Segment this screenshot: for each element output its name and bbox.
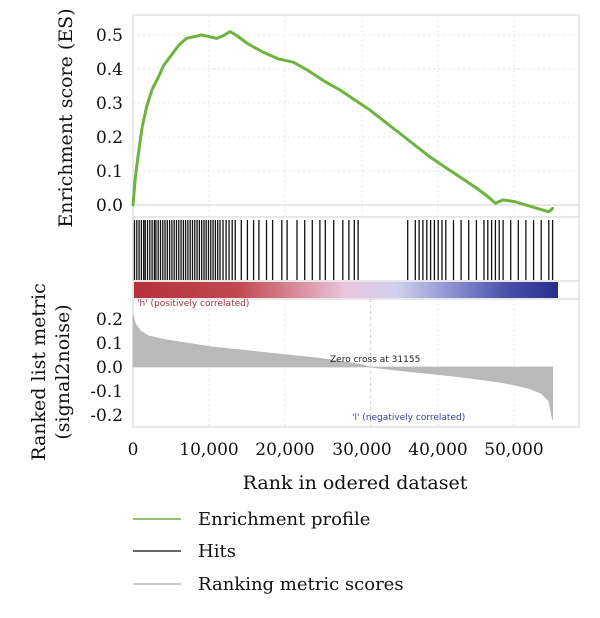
metric-ytick-0-1: 0.1 <box>96 334 123 354</box>
es-ytick-0-5: 0.5 <box>96 26 123 46</box>
ranking-metric-area <box>132 314 553 420</box>
metric-ytick-0-2: 0.2 <box>96 310 123 330</box>
xtick-40000: 40,000 <box>408 440 467 460</box>
enrichment-gridlines <box>133 15 579 217</box>
enrichment-profile-line <box>131 30 555 214</box>
legend-label-ranking: Ranking metric scores <box>198 574 404 595</box>
xtick-30000: 30,000 <box>332 440 391 460</box>
negative-correlation-label: 'l' (negatively correlated) <box>352 413 465 423</box>
es-y-ticks: 0.5 0.4 0.3 0.2 0.1 0.0 <box>96 26 123 216</box>
metric-gridlines <box>208 299 515 427</box>
es-ytick-0-0: 0.0 <box>96 196 123 216</box>
metric-ytick-neg-0-2: -0.2 <box>90 406 123 426</box>
es-ytick-0-1: 0.1 <box>96 162 123 182</box>
metric-y-axis-label-line1: Ranked list metric <box>28 283 50 461</box>
xtick-20000: 20,000 <box>255 440 314 460</box>
xtick-10000: 10,000 <box>179 440 238 460</box>
enrichment-panel-frame <box>132 14 580 218</box>
rank-gradient-bar <box>134 282 558 298</box>
metric-y-ticks: 0.2 0.1 0.0 -0.1 -0.2 <box>90 310 123 426</box>
x-ticks: 0 10,000 20,000 30,000 40,000 50,000 <box>128 440 544 460</box>
positive-correlation-label: 'h' (positively correlated) <box>137 299 249 309</box>
metric-ytick-neg-0-1: -0.1 <box>90 382 123 402</box>
hit-markers <box>133 220 554 280</box>
es-ytick-0-3: 0.3 <box>96 94 123 114</box>
legend: Enrichment profile Hits Ranking metric s… <box>133 509 404 595</box>
es-ytick-0-2: 0.2 <box>96 128 123 148</box>
xtick-0: 0 <box>128 440 139 460</box>
legend-label-enrichment: Enrichment profile <box>198 509 370 530</box>
es-y-axis-label: Enrichment score (ES) <box>55 8 77 227</box>
zero-cross-label: Zero cross at 31155 <box>330 355 420 365</box>
es-ytick-0-4: 0.4 <box>96 60 123 80</box>
xtick-50000: 50,000 <box>484 440 543 460</box>
x-axis-label: Rank in odered dataset <box>243 472 468 494</box>
metric-ytick-0-0: 0.0 <box>96 358 123 378</box>
metric-y-axis-label-line2: (signal2noise) <box>52 304 74 439</box>
legend-label-hits: Hits <box>198 541 236 562</box>
